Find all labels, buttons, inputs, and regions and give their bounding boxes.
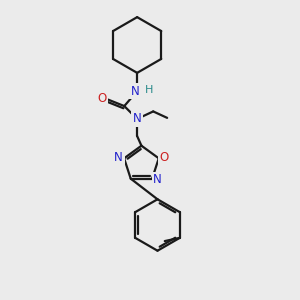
Text: N: N (133, 112, 142, 125)
Text: N: N (153, 173, 162, 186)
Text: O: O (97, 92, 106, 105)
Text: O: O (160, 151, 169, 164)
Text: N: N (130, 85, 140, 98)
Text: H: H (145, 85, 153, 95)
Text: N: N (114, 151, 123, 164)
